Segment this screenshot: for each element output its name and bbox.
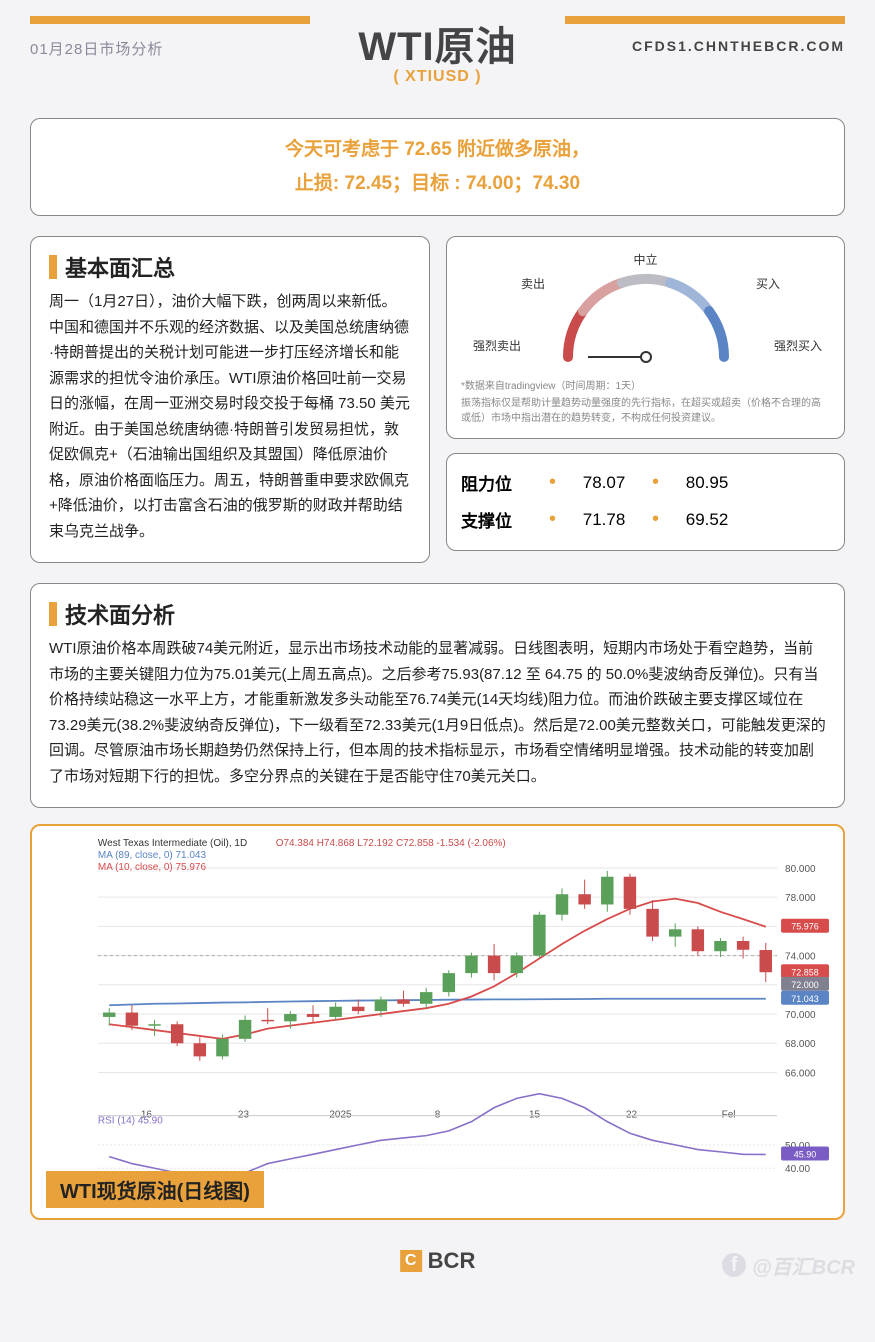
svg-text:75.976: 75.976 xyxy=(791,922,818,932)
technical-panel: 技术面分析 WTI原油价格本周跌破74美元附近，显示出市场技术动能的显著减弱。日… xyxy=(30,583,845,808)
footer: C BCR f @百汇BCR xyxy=(0,1240,875,1290)
svg-text:MA (10, close, 0) 75.976: MA (10, close, 0) 75.976 xyxy=(98,862,207,873)
technical-title: 技术面分析 xyxy=(65,598,175,630)
levels-box: 阻力位 • 78.07 • 80.95 支撑位 • 71.78 • 69.52 xyxy=(446,453,845,551)
accent-icon xyxy=(49,602,57,626)
svg-text:23: 23 xyxy=(238,1110,250,1121)
gauge-label-strong-sell: 强烈卖出 xyxy=(473,337,521,354)
svg-text:68.000: 68.000 xyxy=(785,1040,816,1051)
gauge-label-strong-buy: 强烈买入 xyxy=(774,337,822,354)
svg-text:45.90: 45.90 xyxy=(794,1150,816,1160)
chart-container: 66.00068.00070.00072.00074.00076.00078.0… xyxy=(30,824,845,1220)
svg-text:78.000: 78.000 xyxy=(785,894,816,905)
suggestion-line-1: 今天可考虑于 72.65 附近做多原油， xyxy=(51,133,824,167)
svg-text:72.000: 72.000 xyxy=(791,980,818,990)
gauge-label-buy: 买入 xyxy=(756,275,780,292)
svg-text:40.00: 40.00 xyxy=(785,1165,810,1176)
price-chart: 66.00068.00070.00072.00074.00076.00078.0… xyxy=(38,832,837,1212)
svg-text:O74.384 H74.868 L72.192 C72: O74.384 H74.868 L72.192 C72.858 -1.534 (… xyxy=(276,838,506,849)
logo-icon: C xyxy=(400,1250,422,1272)
bullet-icon: • xyxy=(652,508,659,531)
sentiment-gauge: 中立 卖出 买入 强烈卖出 强烈买入 xyxy=(461,247,830,377)
technical-text: WTI原油价格本周跌破74美元附近，显示出市场技术动能的显著减弱。日线图表明，短… xyxy=(49,636,826,789)
svg-text:22: 22 xyxy=(626,1110,638,1121)
svg-text:Fel: Fel xyxy=(722,1110,736,1121)
trading-suggestion-box: 今天可考虑于 72.65 附近做多原油， 止损: 72.45；目标 : 74.0… xyxy=(30,118,845,216)
resistance-label: 阻力位 xyxy=(461,470,541,495)
svg-text:15: 15 xyxy=(529,1110,541,1121)
resistance-2: 80.95 xyxy=(667,473,747,493)
svg-text:2025: 2025 xyxy=(329,1110,352,1121)
svg-text:66.000: 66.000 xyxy=(785,1069,816,1080)
sentiment-gauge-box: 中立 卖出 买入 强烈卖出 强烈买入 *数据来自tradingview（时间周期… xyxy=(446,236,845,439)
svg-text:80.000: 80.000 xyxy=(785,864,816,875)
svg-text:MA (89, close, 0) 71.043: MA (89, close, 0) 71.043 xyxy=(98,850,207,861)
gauge-label-neutral: 中立 xyxy=(633,251,657,268)
svg-text:70.000: 70.000 xyxy=(785,1010,816,1021)
bullet-icon: • xyxy=(549,508,556,531)
gauge-note-2: 振荡指标仅是帮助计量趋势动量强度的先行指标，在超买或超卖（价格不合理的高或低）市… xyxy=(461,396,830,426)
support-1: 71.78 xyxy=(564,510,644,530)
resistance-1: 78.07 xyxy=(564,473,644,493)
logo-text: BCR xyxy=(428,1248,476,1274)
fundamental-text: 周一（1月27日），油价大幅下跌，创两周以来新低。中国和德国并不乐观的经济数据、… xyxy=(49,289,411,544)
page-subtitle: ( XTIUSD ) xyxy=(0,68,875,86)
chart-caption: WTI现货原油(日线图) xyxy=(46,1171,264,1208)
header: 01月28日市场分析 CFDS1.CHNTHEBCR.COM WTI原油 ( X… xyxy=(0,0,875,100)
accent-icon xyxy=(49,255,57,279)
fundamental-header: 基本面汇总 xyxy=(49,251,411,283)
support-label: 支撑位 xyxy=(461,507,541,532)
svg-text:West Texas Intermediate (Oil),: West Texas Intermediate (Oil), 1D xyxy=(98,838,247,849)
suggestion-line-2: 止损: 72.45；目标 : 74.00；74.30 xyxy=(51,167,824,201)
bullet-icon: • xyxy=(549,471,556,494)
fundamental-panel: 基本面汇总 周一（1月27日），油价大幅下跌，创两周以来新低。中国和德国并不乐观… xyxy=(30,236,430,563)
resistance-row: 阻力位 • 78.07 • 80.95 xyxy=(461,464,830,501)
svg-text:8: 8 xyxy=(435,1110,441,1121)
gauge-label-sell: 卖出 xyxy=(521,275,545,292)
svg-text:RSI (14) 45.90: RSI (14) 45.90 xyxy=(98,1116,163,1127)
page-title: WTI原油 xyxy=(0,14,875,72)
svg-text:71.043: 71.043 xyxy=(791,994,818,1004)
fundamental-title: 基本面汇总 xyxy=(65,251,175,283)
bullet-icon: • xyxy=(652,471,659,494)
watermark-text: @百汇BCR xyxy=(752,1251,855,1280)
footer-logo: C BCR xyxy=(400,1248,476,1274)
svg-text:72.858: 72.858 xyxy=(791,968,818,978)
support-2: 69.52 xyxy=(667,510,747,530)
technical-header: 技术面分析 xyxy=(49,598,826,630)
watermark: f @百汇BCR xyxy=(722,1251,855,1280)
gauge-note-1: *数据来自tradingview（时间周期：1天） xyxy=(461,379,830,394)
support-row: 支撑位 • 71.78 • 69.52 xyxy=(461,501,830,538)
svg-text:74.000: 74.000 xyxy=(785,952,816,963)
facebook-icon: f xyxy=(722,1253,746,1277)
